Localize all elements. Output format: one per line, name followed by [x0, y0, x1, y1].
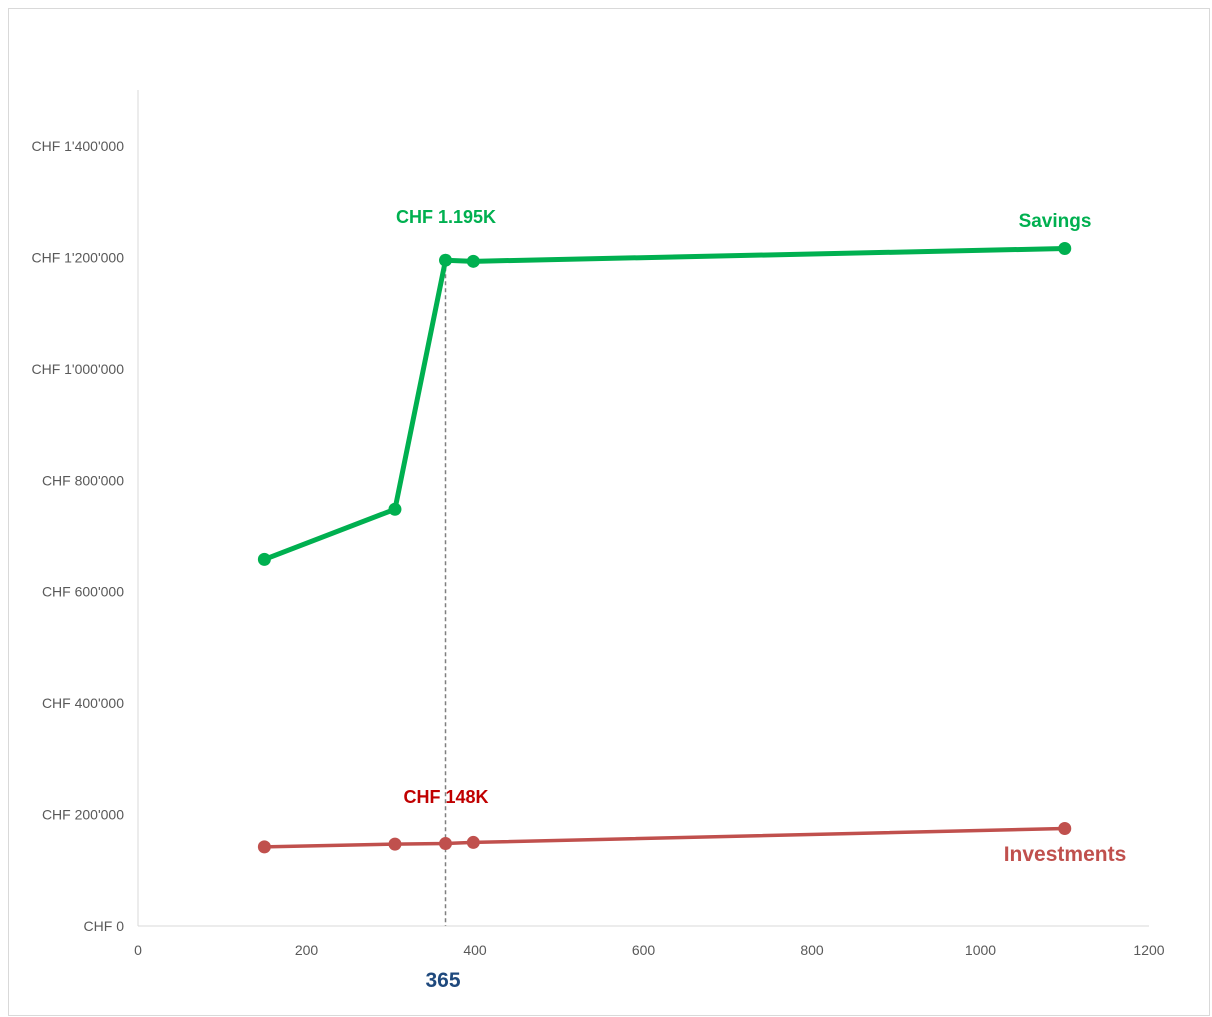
y-tick-label: CHF 400'000	[42, 695, 124, 711]
investments-series-label: Investments	[1004, 843, 1127, 866]
savings-data-point	[257, 552, 271, 566]
axes: CHF 0 CHF 200'000 CHF 400'000 CHF 600'000 CH…	[31, 90, 1165, 958]
x-tick-label: 1200	[1133, 942, 1164, 958]
x-tick-label: 600	[632, 942, 656, 958]
savings-data-point	[1058, 242, 1072, 256]
savings-data-point	[466, 254, 480, 268]
savings-data-point	[439, 253, 453, 267]
chart-frame	[8, 8, 1210, 1016]
investments-annotation: CHF 148K	[403, 787, 488, 807]
y-tick-label: CHF 1'200'000	[31, 249, 124, 265]
series-layer	[257, 242, 1072, 854]
y-tick-label: CHF 800'000	[42, 472, 124, 488]
savings-series-line	[263, 246, 1065, 562]
x-tick-label: 200	[295, 942, 319, 958]
y-tick-label: CHF 0	[84, 918, 125, 934]
labels-layer: Savings Investments CHF 1.195K CHF 148K …	[396, 207, 1126, 992]
x-tick-label: 1000	[965, 942, 996, 958]
investments-data-point	[1058, 822, 1072, 835]
day-365-marker-label: 365	[425, 969, 460, 992]
investments-data-point	[388, 837, 402, 851]
x-tick-label: 800	[800, 942, 824, 958]
y-tick-label: CHF 1'400'000	[31, 138, 124, 154]
y-tick-label: CHF 200'000	[42, 807, 124, 823]
y-tick-label: CHF 1'000'000	[31, 361, 124, 377]
savings-peak-annotation: CHF 1.195K	[396, 207, 496, 227]
investments-data-point	[466, 835, 480, 849]
investments-series-line	[264, 826, 1065, 849]
savings-series-label: Savings	[1019, 211, 1092, 232]
y-tick-label: CHF 600'000	[42, 584, 124, 600]
x-tick-label: 0	[134, 942, 142, 958]
x-tick-label: 400	[463, 942, 487, 958]
investments-data-point	[439, 837, 453, 851]
savings-data-point	[388, 502, 402, 516]
investments-data-point	[257, 840, 271, 854]
